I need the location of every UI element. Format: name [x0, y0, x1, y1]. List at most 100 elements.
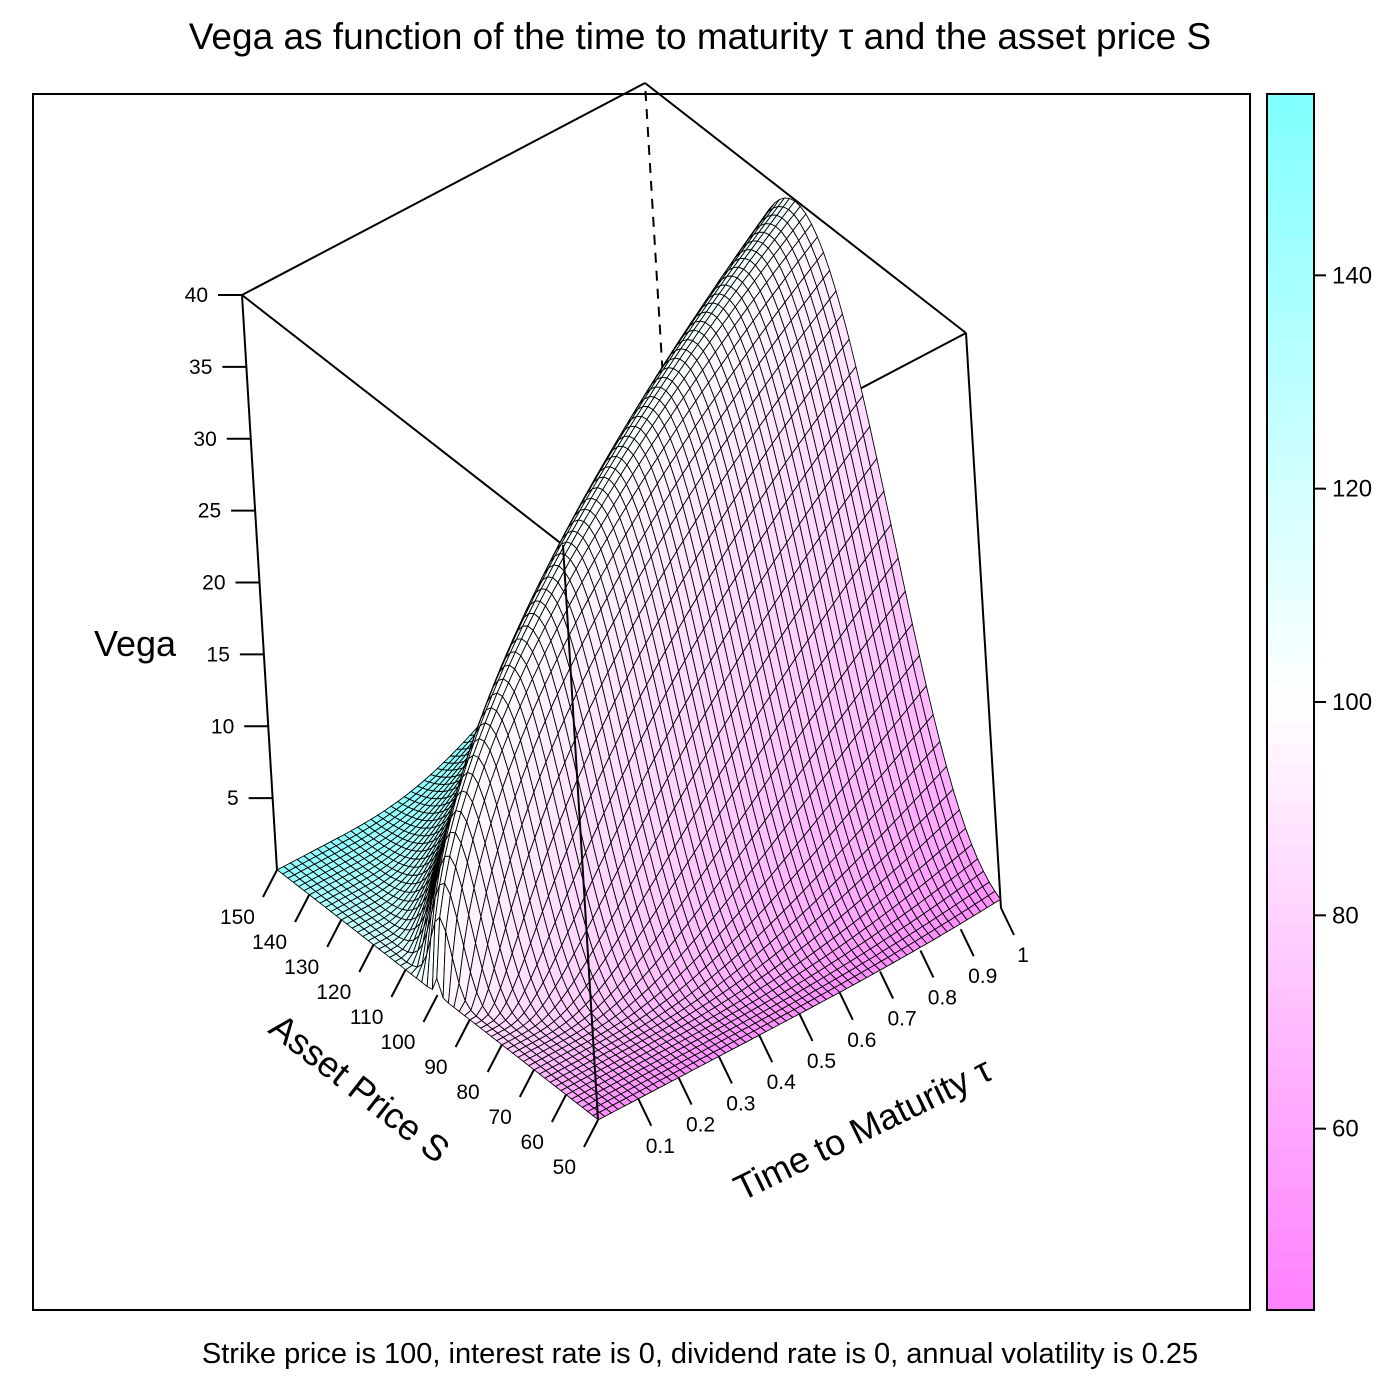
x-tick-mark	[758, 1034, 774, 1063]
y-tick-label: 120	[316, 981, 351, 1004]
y-tick-mark	[583, 1119, 599, 1148]
y-tick-mark	[262, 869, 278, 898]
color-key-label: 140	[1332, 262, 1372, 289]
color-key-band	[1267, 864, 1314, 885]
z-tick-label: 30	[193, 428, 216, 451]
color-key-label: 80	[1332, 902, 1359, 929]
x-tick-mark	[798, 1013, 814, 1042]
color-key-band	[1267, 681, 1314, 703]
color-key-label: 100	[1332, 689, 1372, 716]
z-tick-label: 20	[202, 572, 225, 595]
z-tick-label: 10	[211, 715, 234, 738]
x-tick-label: 0.4	[767, 1071, 797, 1094]
y-tick-mark	[486, 1044, 503, 1073]
color-key-band	[1267, 742, 1314, 764]
color-key-band	[1267, 134, 1314, 156]
color-key-band	[1267, 1249, 1314, 1271]
color-key-band	[1267, 560, 1314, 581]
x-tick-mark	[838, 992, 854, 1021]
color-key-band	[1267, 1066, 1314, 1088]
x-tick-mark	[677, 1077, 693, 1106]
box-edge-front	[562, 544, 599, 1121]
y-tick-mark	[454, 1019, 471, 1048]
y-tick-mark	[422, 994, 439, 1023]
color-key-band	[1267, 1269, 1314, 1291]
color-key-band	[1267, 945, 1314, 967]
chart-title: Vega as function of the time to maturity…	[188, 16, 1212, 57]
color-key-band	[1267, 1168, 1314, 1189]
color-key-band	[1267, 722, 1314, 744]
y-axis-label: Asset Price S	[262, 1005, 458, 1170]
color-key-band	[1267, 357, 1314, 379]
color-key-band	[1267, 1188, 1314, 1210]
x-tick-mark	[1000, 907, 1015, 936]
color-key-band	[1267, 1208, 1314, 1230]
color-key-band	[1267, 1087, 1314, 1108]
color-key-band	[1267, 965, 1314, 987]
x-tick-mark	[959, 928, 975, 957]
x-axis: 0.1 0.2 0.3 0.4 0.5 0.6 0.7 0.8 0.9 1	[637, 907, 1029, 1158]
y-tick-mark	[518, 1069, 535, 1098]
color-key-band	[1267, 276, 1314, 298]
color-key-label: 120	[1332, 476, 1372, 503]
y-tick-label: 70	[488, 1106, 511, 1129]
x-tick-label: 0.7	[887, 1008, 916, 1031]
y-tick-mark	[294, 894, 310, 923]
color-key-band	[1267, 1006, 1314, 1027]
x-tick-mark	[717, 1055, 733, 1084]
box-edge	[644, 82, 967, 334]
color-key: 60 80 100 120 140	[1266, 93, 1372, 1311]
color-key-band	[1267, 1046, 1314, 1068]
x-tick-label: 1	[1017, 944, 1029, 967]
color-key-band	[1267, 154, 1314, 176]
color-key-band	[1267, 235, 1314, 257]
color-key-band	[1267, 316, 1314, 338]
x-tick-label: 0.6	[847, 1029, 876, 1052]
x-tick-mark	[919, 949, 935, 978]
y-tick-mark	[390, 969, 407, 998]
z-axis-label: Vega	[94, 623, 177, 664]
y-tick-label: 50	[553, 1156, 576, 1179]
color-key-band	[1267, 195, 1314, 217]
color-key-band	[1267, 296, 1314, 318]
z-tick-label: 5	[227, 787, 239, 810]
box-edge	[241, 82, 646, 296]
color-key-band	[1267, 377, 1314, 399]
color-key-band	[1267, 884, 1314, 906]
x-tick-label: 0.9	[968, 965, 997, 988]
color-key-band	[1267, 702, 1314, 723]
y-tick-label: 150	[220, 906, 255, 929]
z-tick-label: 25	[198, 500, 221, 523]
y-tick-label: 90	[424, 1056, 447, 1079]
y-tick-label: 80	[456, 1081, 479, 1104]
vega-surface-mesh	[276, 197, 1001, 1121]
x-tick-label: 0.8	[928, 986, 957, 1009]
x-tick-label: 0.1	[646, 1135, 675, 1158]
bounding-box-front	[562, 544, 599, 1121]
x-tick-mark	[637, 1098, 653, 1127]
color-key-band	[1267, 600, 1314, 622]
box-edge	[241, 294, 564, 546]
z-tick-label: 15	[207, 643, 230, 666]
box-edge	[965, 332, 1002, 909]
color-key-band	[1267, 114, 1314, 136]
x-tick-label: 0.2	[686, 1114, 715, 1137]
color-key-band	[1267, 985, 1314, 1007]
chart-subtitle: Strike price is 100, interest rate is 0,…	[201, 1338, 1199, 1370]
color-key-band	[1267, 458, 1314, 480]
color-key-band	[1267, 620, 1314, 642]
color-key-band	[1267, 215, 1314, 237]
color-key-band	[1267, 843, 1314, 865]
color-key-band	[1267, 904, 1314, 926]
color-key-band	[1267, 641, 1314, 663]
y-tick-label: 130	[284, 956, 319, 979]
color-key-band	[1267, 499, 1314, 521]
z-tick-label: 40	[185, 284, 208, 307]
color-key-band	[1267, 823, 1314, 845]
x-tick-label: 0.3	[726, 1092, 755, 1115]
color-key-band	[1267, 337, 1314, 359]
color-key-band	[1267, 1228, 1314, 1250]
color-key-band	[1267, 1107, 1314, 1129]
